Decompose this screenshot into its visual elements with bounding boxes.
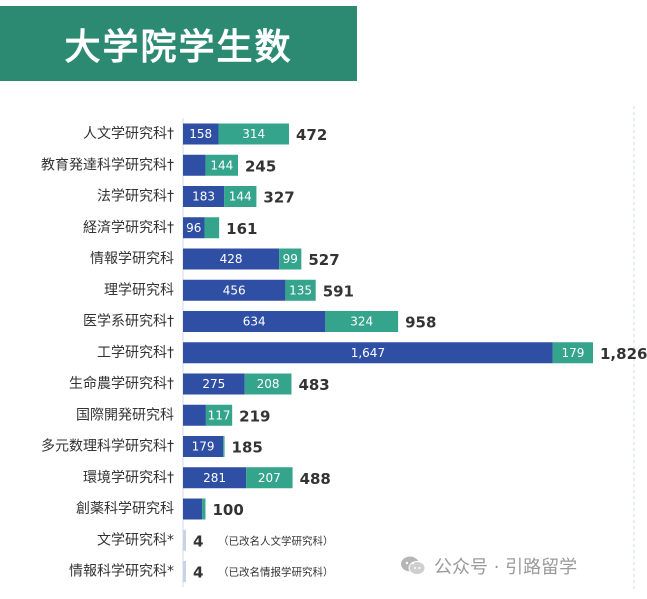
bar-segment-series2 bbox=[224, 186, 257, 207]
watermark: 公众号 · 引路留学 bbox=[400, 552, 577, 580]
bar-segment-series1 bbox=[183, 404, 206, 426]
bar-segment-series1 bbox=[183, 279, 286, 301]
bar-segment-series2 bbox=[205, 404, 233, 426]
bar-label-series2: 207 bbox=[258, 471, 281, 485]
bar-segment-series1 bbox=[183, 154, 206, 176]
bar-total-label: 958 bbox=[405, 314, 436, 332]
category-label: 多元数理科学研究科† bbox=[41, 438, 174, 455]
category-label: 生命農学研究科† bbox=[69, 375, 174, 392]
bar-label-series1: 96 bbox=[186, 221, 201, 235]
bar-segment-series1 bbox=[183, 186, 225, 207]
bar-total-label: 4 bbox=[193, 564, 203, 582]
category-label: 医学系研究科† bbox=[83, 314, 174, 330]
bar-segment-series2 bbox=[279, 248, 302, 270]
bar-total-label: 1,826 bbox=[600, 345, 647, 363]
bar-label-series1: 634 bbox=[243, 315, 266, 329]
bar-segment-series2 bbox=[204, 217, 220, 239]
bar-label-series1: 275 bbox=[202, 377, 225, 391]
category-label: 文学研究科* bbox=[97, 532, 174, 548]
rename-note: （已改名人文学研究科） bbox=[218, 534, 334, 547]
category-label: 経済学研究科† bbox=[83, 220, 174, 236]
category-label: 情報学研究科 bbox=[90, 251, 174, 267]
bar-total-label: 591 bbox=[323, 282, 354, 300]
bar-total-label: 219 bbox=[239, 407, 270, 425]
category-label: 国際開発研究科 bbox=[76, 407, 174, 423]
bar-label-series2: 144 bbox=[229, 190, 252, 204]
bar-segment-series2 bbox=[246, 467, 293, 489]
bar-segment-series2 bbox=[244, 373, 292, 395]
bar-segment-series1 bbox=[183, 217, 205, 239]
bar-total-label: 245 bbox=[245, 157, 276, 175]
bar-segment-series1 bbox=[183, 529, 186, 551]
bar-label-series1: 428 bbox=[220, 252, 243, 266]
bar-segment-series1 bbox=[183, 373, 245, 395]
category-label: 工学研究科† bbox=[97, 345, 174, 361]
bar-segment-series1 bbox=[183, 342, 553, 364]
bar-segment-series2 bbox=[552, 342, 593, 364]
bar-total-label: 472 bbox=[296, 126, 327, 144]
bar-segment-series1 bbox=[183, 467, 247, 489]
bar-label-series1: 183 bbox=[192, 190, 215, 204]
bar-segment-series1 bbox=[183, 561, 186, 582]
bar-label-series1: 281 bbox=[203, 471, 226, 485]
category-label: 環境学研究科† bbox=[83, 470, 174, 486]
bar-segment-series2 bbox=[202, 498, 206, 520]
category-label: 創薬科学研究科 bbox=[76, 501, 174, 517]
title-banner: 大学院学生数 bbox=[0, 6, 357, 81]
bar-total-label: 185 bbox=[232, 439, 263, 457]
bar-segment-series2 bbox=[325, 311, 399, 332]
bar-segment-series1 bbox=[183, 498, 203, 520]
bar-label-series2: 179 bbox=[561, 346, 584, 360]
bar-label-series1: 1,647 bbox=[351, 346, 385, 360]
bar-label-series2: 314 bbox=[242, 127, 265, 141]
wechat-icon bbox=[401, 556, 426, 575]
bar-label-series1: 179 bbox=[192, 440, 215, 454]
bar-total-label: 4 bbox=[193, 532, 203, 550]
chart-title: 大学院学生数 bbox=[64, 26, 293, 68]
rename-note: （已改名情报学研究科） bbox=[218, 566, 334, 579]
bar-label-series2: 208 bbox=[257, 377, 280, 391]
category-label: 情報科学研究科* bbox=[69, 564, 174, 580]
bar-segment-series1 bbox=[183, 311, 326, 332]
bar-label-series1: 158 bbox=[189, 127, 212, 141]
bar-label-series2: 135 bbox=[289, 283, 312, 297]
bar-total-label: 488 bbox=[300, 470, 331, 488]
bar-segment-series1 bbox=[183, 248, 280, 270]
watermark-text: 公众号 · 引路留学 bbox=[434, 557, 578, 578]
bar-total-label: 527 bbox=[308, 251, 339, 269]
category-label: 人文学研究科† bbox=[83, 126, 174, 142]
bar-label-series2: 99 bbox=[283, 252, 298, 266]
category-label: 理学研究科 bbox=[104, 282, 174, 298]
bar-label-series2: 324 bbox=[350, 315, 373, 329]
category-label: 法学研究科† bbox=[97, 189, 174, 205]
category-label: 教育発達科学研究科† bbox=[41, 157, 174, 173]
bar-segment-series1 bbox=[183, 123, 219, 145]
bar-total-label: 100 bbox=[212, 501, 243, 519]
bar-label-series2: 144 bbox=[210, 158, 233, 172]
bar-total-label: 161 bbox=[226, 220, 257, 238]
bar-segment-series2 bbox=[285, 279, 316, 301]
bar-segment-series2 bbox=[223, 436, 225, 457]
bar-label-series2: 117 bbox=[208, 408, 231, 422]
bar-total-label: 327 bbox=[263, 189, 294, 207]
bar-segment-series1 bbox=[183, 436, 224, 457]
bar-total-label: 483 bbox=[298, 376, 329, 394]
bar-segment-series2 bbox=[218, 123, 289, 145]
bar-label-series1: 456 bbox=[223, 283, 246, 297]
bar-segment-series2 bbox=[205, 154, 239, 176]
